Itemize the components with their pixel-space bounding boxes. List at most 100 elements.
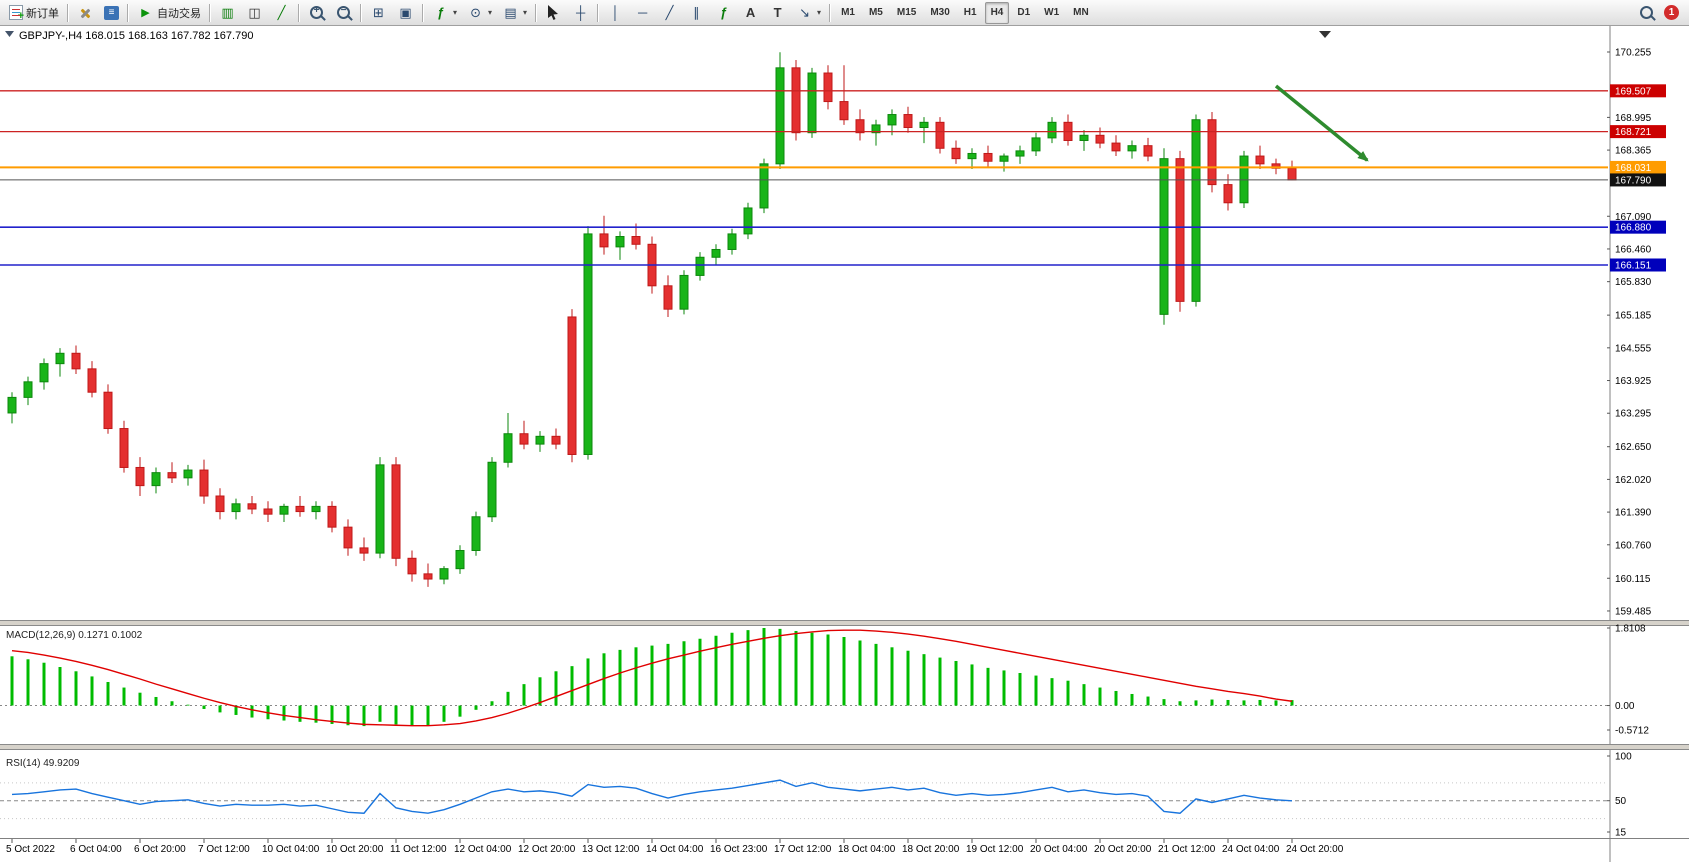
arrows-button[interactable]: ↘ ▾ [792, 2, 825, 24]
svg-text:15: 15 [1615, 828, 1627, 839]
timeframe-w1-button[interactable]: W1 [1038, 2, 1065, 24]
svg-text:6 Oct 04:00: 6 Oct 04:00 [70, 844, 122, 855]
timeframe-h1-button[interactable]: H1 [958, 2, 983, 24]
trendline-icon: ╱ [665, 4, 674, 20]
svg-text:165.830: 165.830 [1615, 277, 1652, 288]
svg-text:7 Oct 12:00: 7 Oct 12:00 [198, 844, 250, 855]
channel-icon: ∥ [693, 4, 700, 20]
vertical-line-button[interactable]: │ [603, 2, 628, 24]
bar-chart-button[interactable]: ▥ [215, 2, 240, 24]
toolbar-separator [298, 3, 300, 22]
indicator-icon: ƒ [436, 4, 445, 20]
svg-text:6 Oct 20:00: 6 Oct 20:00 [134, 844, 186, 855]
timeframe-m30-button[interactable]: M30 [924, 2, 955, 24]
terminal-icon: ≡ [104, 5, 119, 20]
templates-button[interactable]: ▤ ▾ [498, 2, 531, 24]
crosshair-icon: ┼ [575, 4, 586, 20]
chart-shift-marker[interactable] [1319, 31, 1331, 38]
toolbar-separator [67, 3, 69, 22]
time-axis[interactable]: 5 Oct 2022 6 Oct 04:00 6 Oct 20:00 7 Oct 12… [6, 839, 1344, 855]
timeframe-m15-button[interactable]: M15 [891, 2, 922, 24]
price-label-166.880 [1610, 220, 1666, 234]
svg-text:16 Oct 23:00: 16 Oct 23:00 [710, 844, 768, 855]
svg-text:10 Oct 04:00: 10 Oct 04:00 [262, 844, 320, 855]
toolbar-separator [597, 3, 600, 22]
periods-button[interactable]: ⊙ ▾ [463, 2, 496, 24]
line-chart-button[interactable]: ╱ [269, 2, 294, 24]
svg-text:20 Oct 20:00: 20 Oct 20:00 [1094, 844, 1152, 855]
timeframe-m5-button[interactable]: M5 [863, 2, 889, 24]
dropdown-arrow-icon: ▾ [523, 8, 528, 17]
main-toolbar: 新订单≡▶自动交易▥◫╱+−⊞▣ƒ▾⊙▾▤▾┼│─╱∥ƒAT↘▾M1M5M15M… [0, 0, 1689, 26]
svg-text:168.365: 168.365 [1615, 146, 1652, 157]
zoom-out-button[interactable]: − [331, 2, 356, 24]
timeframe-mn-button[interactable]: MN [1067, 2, 1095, 24]
svg-text:0.00: 0.00 [1615, 701, 1635, 712]
pane-divider[interactable] [0, 744, 1689, 750]
svg-text:1.8108: 1.8108 [1615, 624, 1646, 635]
horizontal-line-button[interactable]: ─ [630, 2, 655, 24]
indicators-button[interactable]: ƒ ▾ [428, 2, 461, 24]
chart-window[interactable]: 170.255 168.995 168.365 167.090 166.460 165.8… [0, 26, 1689, 862]
crosshair-button[interactable]: ┼ [568, 2, 593, 24]
timeframe-d1-button[interactable]: D1 [1011, 2, 1036, 24]
autotrade-button-label: 自动交易 [157, 7, 201, 20]
fibonacci-button[interactable]: ƒ [711, 2, 736, 24]
price-label-169.507 [1610, 84, 1666, 98]
macd-pane [10, 628, 1294, 727]
svg-text:168.721: 168.721 [1615, 127, 1652, 138]
cursor-button[interactable] [541, 2, 566, 24]
svg-text:159.485: 159.485 [1615, 606, 1652, 617]
svg-text:18 Oct 04:00: 18 Oct 04:00 [838, 844, 896, 855]
cascade-icon: ▣ [399, 4, 412, 20]
new-order-button[interactable]: 新订单 [5, 2, 63, 24]
svg-text:12 Oct 20:00: 12 Oct 20:00 [518, 844, 576, 855]
price-label-168.031 [1610, 160, 1666, 174]
svg-text:167.790: 167.790 [1615, 175, 1652, 186]
terminal-button[interactable]: ≡ [100, 2, 123, 24]
svg-text:-0.5712: -0.5712 [1615, 726, 1649, 737]
svg-text:17 Oct 12:00: 17 Oct 12:00 [774, 844, 832, 855]
toolbar-separator [360, 3, 362, 22]
timeframe-h4-button[interactable]: H4 [984, 1, 1010, 24]
text-label-button[interactable]: T [765, 2, 790, 24]
chart-area[interactable]: 170.255 168.995 168.365 167.090 166.460 165.8… [0, 26, 1689, 862]
candlestick-button[interactable]: ◫ [242, 2, 267, 24]
search-icon[interactable] [1636, 6, 1656, 19]
price-axis[interactable]: 170.255 168.995 168.365 167.090 166.460 165.8… [1607, 48, 1666, 618]
autotrade-button[interactable]: ▶ 自动交易 [133, 2, 205, 24]
toolbar-separator [127, 3, 129, 22]
svg-text:163.295: 163.295 [1615, 409, 1652, 420]
svg-text:100: 100 [1615, 752, 1632, 763]
zoom-in-button[interactable]: + [304, 2, 329, 24]
svg-text:162.020: 162.020 [1615, 475, 1652, 486]
one-click-trading-toggle[interactable] [5, 31, 14, 37]
channel-button[interactable]: ∥ [684, 2, 709, 24]
clock-icon: ⊙ [470, 4, 481, 20]
metaeditor-button[interactable] [73, 2, 98, 24]
timeframe-m1-button[interactable]: M1 [835, 2, 861, 24]
svg-text:166.151: 166.151 [1615, 260, 1652, 271]
macd-label: MACD(12,26,9) 0.1271 0.1002 [6, 630, 143, 641]
svg-text:160.115: 160.115 [1615, 574, 1651, 585]
notification-badge[interactable]: 1 [1664, 5, 1679, 20]
svg-text:160.760: 160.760 [1615, 540, 1652, 551]
svg-text:170.255: 170.255 [1615, 48, 1652, 59]
trend-arrow-annotation[interactable] [1274, 84, 1369, 162]
svg-text:162.650: 162.650 [1615, 442, 1652, 453]
rsi-line [11, 779, 1293, 814]
pane-divider[interactable] [0, 620, 1689, 626]
template-icon: ▤ [504, 4, 517, 20]
cursor-icon [545, 5, 562, 21]
cascade-windows-button[interactable]: ▣ [393, 2, 418, 24]
price-label-166.151 [1610, 258, 1666, 272]
vline-icon: │ [611, 4, 620, 20]
price-label-168.721 [1610, 125, 1666, 139]
bars-icon: ▥ [221, 4, 234, 20]
svg-text:166.460: 166.460 [1615, 244, 1652, 255]
trendline-button[interactable]: ╱ [657, 2, 682, 24]
tile-windows-button[interactable]: ⊞ [366, 2, 391, 24]
text-icon: A [745, 4, 756, 20]
text-button[interactable]: A [738, 2, 763, 24]
svg-text:21 Oct 12:00: 21 Oct 12:00 [1158, 844, 1216, 855]
